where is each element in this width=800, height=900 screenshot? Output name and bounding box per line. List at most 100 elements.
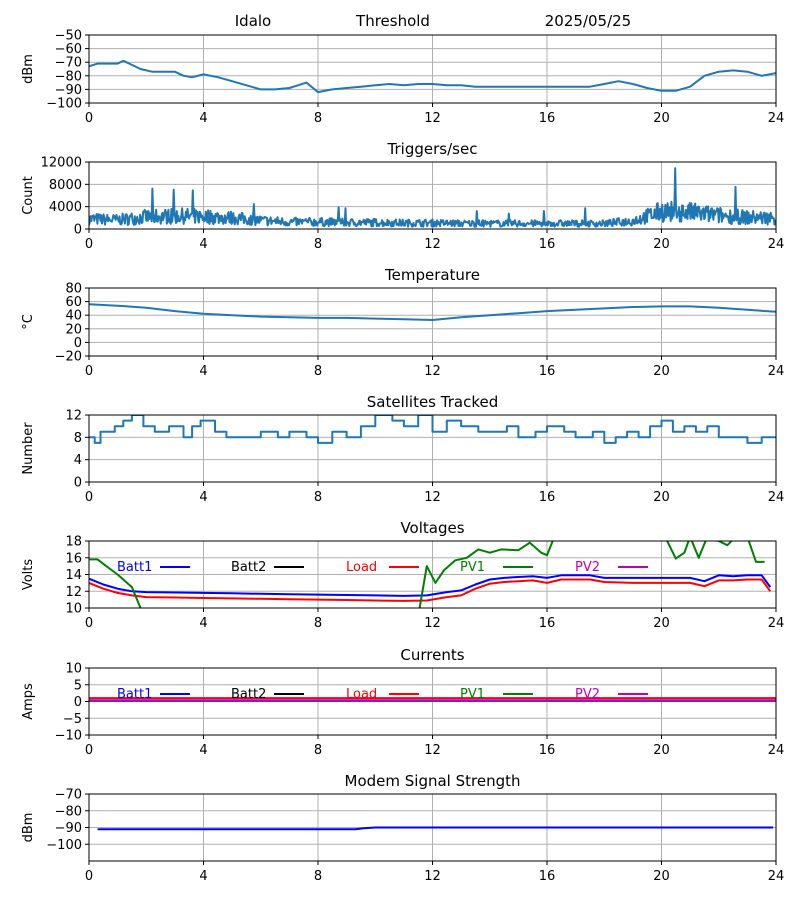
x-tick-label: 16 — [539, 111, 556, 126]
legend-label-batt2: Batt2 — [231, 560, 266, 575]
y-tick-label: −50 — [55, 29, 82, 44]
chart-title: Satellites Tracked — [367, 393, 498, 411]
plot-area — [89, 59, 776, 94]
y-tick-label: 18 — [65, 535, 82, 550]
x-tick-label: 12 — [424, 364, 441, 379]
y-axis-label: Volts — [21, 559, 36, 591]
y-tick-label: −60 — [55, 42, 82, 57]
x-tick-label: 16 — [539, 364, 556, 379]
x-tick-label: 0 — [85, 111, 93, 126]
panel-satellites: Satellites Tracked 0 4 8 12 16 20 24 0 4 8 12 Number — [21, 393, 784, 505]
x-tick-label: 16 — [539, 743, 556, 758]
y-tick-label: −5 — [63, 712, 82, 727]
y-tick-label: 8000 — [49, 178, 82, 193]
panel-modem: Modem Signal Strength 0 4 8 12 16 20 24 −100 −90 −… — [21, 772, 784, 884]
panel-voltages: Voltages Batt1 Batt2 Load PV1 PV2 0 4 8 12 16 20 24 1… — [21, 519, 784, 631]
legend-label-batt1: Batt1 — [117, 687, 152, 702]
header-label: Threshold — [355, 12, 430, 30]
series-line-load — [89, 578, 772, 602]
y-tick-label: 14 — [65, 568, 82, 583]
x-tick-label: 24 — [768, 869, 785, 884]
station-name: Idalo — [235, 12, 271, 30]
x-tick-label: 16 — [539, 869, 556, 884]
chart-title: Voltages — [400, 519, 464, 537]
plot-area — [89, 541, 772, 608]
x-tick-label: 4 — [199, 869, 207, 884]
x-tick-label: 0 — [85, 490, 93, 505]
x-tick-label: 16 — [539, 237, 556, 252]
x-tick-label: 12 — [424, 237, 441, 252]
legend-label-pv2: PV2 — [575, 560, 600, 575]
series-line-data — [89, 167, 776, 228]
x-tick-label: 20 — [653, 111, 670, 126]
chart-title: Currents — [400, 646, 464, 664]
series-line-data — [89, 415, 776, 444]
y-tick-label: 5 — [74, 678, 82, 693]
x-tick-label: 24 — [768, 237, 785, 252]
y-tick-label: 60 — [65, 295, 82, 310]
y-axis-label: Amps — [21, 683, 36, 720]
series-line-data — [97, 826, 774, 831]
x-tick-label: 12 — [424, 490, 441, 505]
plot-area — [97, 826, 774, 831]
x-tick-label: 0 — [85, 743, 93, 758]
y-tick-label: 80 — [65, 282, 82, 297]
y-tick-label: 10 — [65, 662, 82, 677]
panel-triggers: Triggers/sec 0 4 8 12 16 20 24 0 4000 8000 12000 Cou… — [21, 140, 784, 252]
y-tick-label: −20 — [55, 350, 82, 365]
y-axis-label: °C — [21, 314, 36, 330]
legend-label-pv1: PV1 — [460, 687, 485, 702]
y-tick-label: −80 — [55, 804, 82, 819]
series-line-data — [89, 59, 776, 94]
y-tick-label: −70 — [55, 56, 82, 71]
x-tick-label: 24 — [768, 364, 785, 379]
x-tick-label: 20 — [653, 237, 670, 252]
legend-label-load: Load — [346, 560, 377, 575]
y-tick-label: 40 — [65, 309, 82, 324]
y-tick-label: 4 — [74, 453, 82, 468]
x-tick-label: 4 — [199, 743, 207, 758]
y-tick-label: 4000 — [49, 200, 82, 215]
x-tick-label: 0 — [85, 616, 93, 631]
x-tick-label: 24 — [768, 743, 785, 758]
report-date: 2025/05/25 — [545, 12, 631, 30]
plot-area — [89, 303, 776, 321]
plot-area — [89, 415, 776, 444]
y-tick-label: 12 — [65, 585, 82, 600]
x-tick-label: 12 — [424, 111, 441, 126]
x-tick-label: 4 — [199, 616, 207, 631]
y-tick-label: −100 — [46, 838, 82, 853]
panel-threshold: 0 4 8 12 16 20 24 −100−90−80−70−60−50 dBm — [21, 29, 784, 127]
y-tick-label: 0 — [74, 476, 82, 491]
series-line-batt1 — [89, 574, 772, 597]
x-tick-label: 8 — [314, 364, 322, 379]
y-tick-label: 10 — [65, 602, 82, 617]
y-axis-label: dBm — [21, 813, 36, 843]
legend-label-pv2: PV2 — [575, 687, 600, 702]
chart-title: Temperature — [384, 266, 480, 284]
legend-label-batt1: Batt1 — [117, 560, 152, 575]
x-tick-label: 20 — [653, 364, 670, 379]
y-axis-label: Number — [21, 422, 36, 475]
plot-area — [89, 167, 776, 228]
legend-label-batt2: Batt2 — [231, 687, 266, 702]
x-tick-label: 24 — [768, 490, 785, 505]
x-tick-label: 12 — [424, 869, 441, 884]
series-line-data — [89, 303, 776, 321]
x-tick-label: 20 — [653, 743, 670, 758]
x-tick-label: 4 — [199, 237, 207, 252]
x-tick-label: 0 — [85, 364, 93, 379]
x-tick-label: 0 — [85, 869, 93, 884]
x-tick-label: 16 — [539, 490, 556, 505]
plot-area — [89, 697, 776, 702]
chart-title: Triggers/sec — [387, 140, 478, 158]
y-tick-label: −100 — [46, 97, 82, 112]
chart-panels: 0 4 8 12 16 20 24−100−90−80−70−60−50dBmTrigger… — [21, 29, 784, 885]
x-tick-label: 24 — [768, 111, 785, 126]
y-tick-label: 12 — [65, 409, 82, 424]
y-tick-label: −10 — [55, 729, 82, 744]
x-tick-label: 12 — [424, 616, 441, 631]
x-tick-label: 8 — [314, 743, 322, 758]
x-tick-label: 8 — [314, 490, 322, 505]
y-tick-label: 20 — [65, 322, 82, 337]
